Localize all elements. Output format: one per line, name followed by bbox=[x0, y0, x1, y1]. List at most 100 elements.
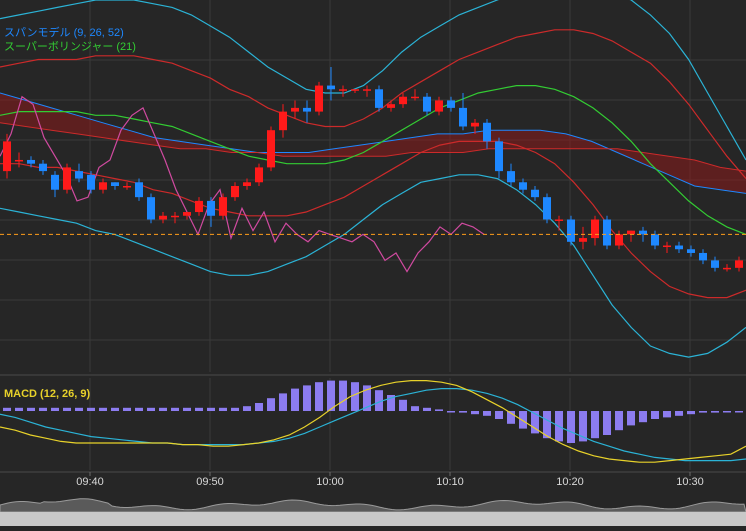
macd-bar-40 bbox=[483, 411, 491, 416]
candle-26 bbox=[315, 81, 323, 116]
candle-12 bbox=[147, 193, 155, 224]
candle-body-20 bbox=[243, 182, 251, 186]
candle-35 bbox=[423, 93, 431, 116]
legend-macd: MACD (12, 26, 9) bbox=[4, 388, 91, 400]
macd-bar-19 bbox=[231, 407, 239, 411]
candle-39 bbox=[471, 119, 479, 134]
candle-31 bbox=[375, 85, 383, 112]
macd-bar-4 bbox=[51, 407, 59, 411]
candle-21 bbox=[255, 163, 263, 186]
macd-bar-53 bbox=[639, 411, 647, 423]
candle-body-17 bbox=[207, 200, 215, 216]
candle-30 bbox=[363, 85, 371, 97]
macd-bar-30 bbox=[363, 385, 371, 411]
candle-body-10 bbox=[123, 186, 131, 188]
legend-span-model: スパンモデル (9, 26, 52) bbox=[4, 27, 124, 39]
bb-upper-1sigma bbox=[0, 29, 746, 179]
macd-bar-51 bbox=[615, 411, 623, 431]
candle-46 bbox=[555, 215, 563, 231]
macd-bar-59 bbox=[711, 411, 719, 413]
macd-bar-38 bbox=[459, 411, 467, 413]
candle-48 bbox=[579, 226, 587, 250]
candle-3 bbox=[39, 159, 47, 175]
bb-center-line bbox=[0, 85, 746, 235]
macd-bar-28 bbox=[339, 380, 347, 411]
candle-body-28 bbox=[339, 89, 347, 91]
candle-36 bbox=[435, 96, 443, 116]
candle-body-26 bbox=[315, 85, 323, 112]
candle-body-25 bbox=[303, 107, 311, 112]
time-label-5: 10:30 bbox=[676, 476, 704, 488]
candle-body-60 bbox=[723, 267, 731, 270]
navigator-sparkline[interactable] bbox=[0, 498, 746, 513]
candle-58 bbox=[699, 249, 707, 265]
chikou-span bbox=[0, 95, 485, 273]
candle-body-54 bbox=[651, 234, 659, 246]
macd-bar-42 bbox=[507, 411, 515, 424]
candle-body-6 bbox=[75, 171, 83, 179]
candle-body-38 bbox=[459, 107, 467, 127]
candle-45 bbox=[543, 193, 551, 224]
candle-body-29 bbox=[351, 89, 359, 91]
candle-body-48 bbox=[579, 238, 587, 242]
macd-bar-60 bbox=[723, 411, 731, 413]
candle-47 bbox=[567, 215, 575, 246]
candle-body-2 bbox=[27, 159, 35, 164]
macd-bar-39 bbox=[471, 411, 479, 415]
candle-28 bbox=[339, 85, 347, 97]
candle-11 bbox=[135, 178, 143, 201]
span-a-line bbox=[0, 92, 746, 194]
macd-bar-11 bbox=[135, 407, 143, 411]
candle-body-45 bbox=[543, 197, 551, 220]
candle-14 bbox=[171, 212, 179, 224]
candle-27 bbox=[327, 66, 335, 101]
candle-42 bbox=[507, 163, 515, 186]
candle-body-24 bbox=[291, 107, 299, 112]
candle-body-31 bbox=[375, 89, 383, 108]
macd-bar-31 bbox=[375, 390, 383, 411]
macd-bar-5 bbox=[63, 407, 71, 411]
candle-0 bbox=[3, 133, 11, 179]
candle-17 bbox=[207, 197, 215, 227]
candle-40 bbox=[483, 119, 491, 149]
candle-body-14 bbox=[171, 215, 179, 218]
candle-body-52 bbox=[627, 230, 635, 235]
candle-body-34 bbox=[411, 96, 419, 99]
candle-10 bbox=[123, 182, 131, 190]
candle-7 bbox=[87, 171, 95, 194]
candlesticks[interactable] bbox=[3, 66, 746, 272]
candle-body-58 bbox=[699, 252, 707, 261]
macd-bar-12 bbox=[147, 407, 155, 411]
candle-4 bbox=[51, 171, 59, 198]
candle-49 bbox=[591, 215, 599, 246]
candle-60 bbox=[723, 264, 731, 272]
candle-6 bbox=[75, 163, 83, 183]
macd-bar-34 bbox=[411, 406, 419, 411]
candle-43 bbox=[519, 178, 527, 194]
macd-bar-49 bbox=[591, 411, 599, 439]
macd-bar-25 bbox=[303, 385, 311, 411]
macd-bar-56 bbox=[675, 411, 683, 416]
candle-body-49 bbox=[591, 219, 599, 239]
candle-body-21 bbox=[255, 167, 263, 183]
candle-body-55 bbox=[663, 245, 671, 248]
candle-55 bbox=[663, 241, 671, 253]
candle-body-32 bbox=[387, 104, 395, 108]
candle-38 bbox=[459, 93, 467, 131]
macd-bar-33 bbox=[399, 399, 407, 411]
macd-bar-14 bbox=[171, 407, 179, 411]
horizontal-scrollbar[interactable] bbox=[0, 512, 746, 526]
candle-13 bbox=[159, 212, 167, 224]
macd-bar-17 bbox=[207, 407, 215, 411]
macd-bar-3 bbox=[39, 407, 47, 411]
candle-9 bbox=[111, 182, 119, 190]
candle-24 bbox=[291, 100, 299, 120]
macd-bar-1 bbox=[15, 407, 23, 411]
macd-bar-32 bbox=[387, 395, 395, 411]
span-cloud bbox=[0, 92, 746, 194]
candle-54 bbox=[651, 230, 659, 250]
macd-bar-27 bbox=[327, 380, 335, 411]
candle-5 bbox=[63, 163, 71, 194]
